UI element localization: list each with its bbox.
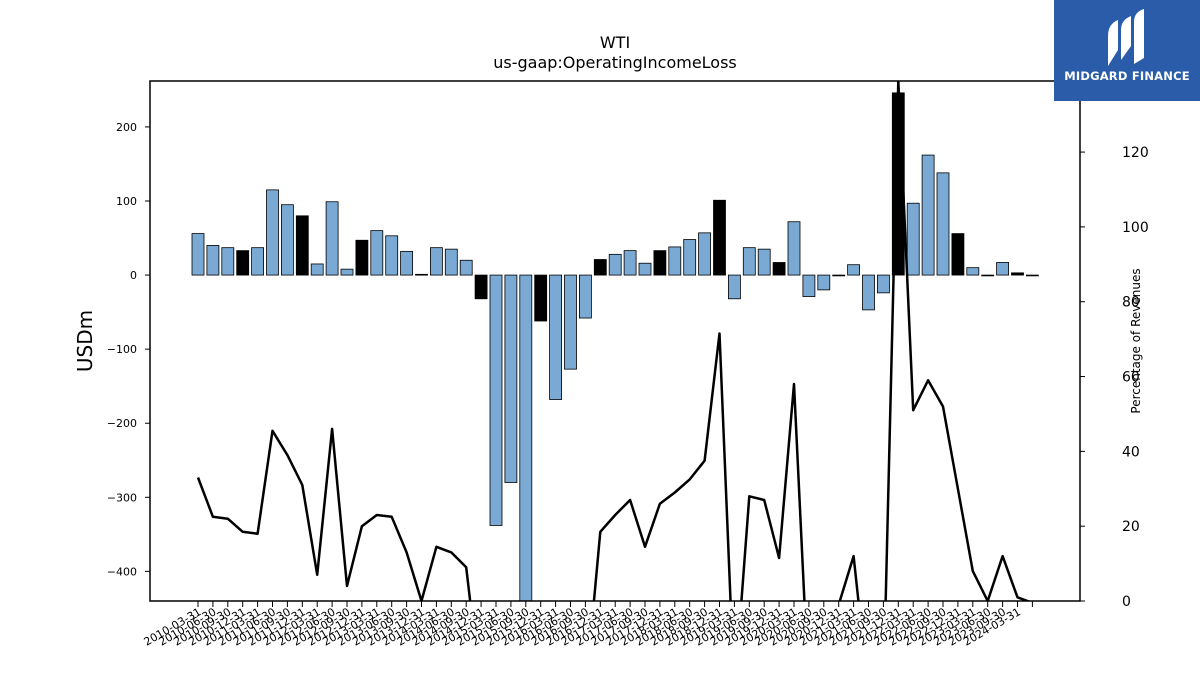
bar [370,230,384,276]
bar [400,250,414,276]
bar [951,233,965,276]
y2-tick-label: 80 [1122,295,1140,311]
bar [251,247,265,276]
bar [310,263,324,276]
bar [668,246,682,276]
bar [936,172,950,276]
brand-name: MIDGARD FINANCE [1064,69,1190,83]
brand-logo: MIDGARD FINANCE [1054,0,1200,101]
bar [1011,272,1024,276]
y-tick-label: 100 [116,195,137,208]
bar [325,201,339,276]
bar [579,274,592,319]
bar [415,273,428,276]
bar [429,247,443,276]
bar [877,274,890,294]
line-series [196,81,1031,601]
y-tick-label: 0 [130,269,137,282]
y2-axis-label: Percentage of Revenues [1129,268,1143,413]
chart-subtitle: us-gaap:OperatingIncomeLoss [493,53,737,72]
bar [519,274,533,601]
bar [713,199,726,276]
bar [728,274,741,300]
bar [444,248,458,276]
bar [847,264,860,276]
bar [1026,274,1039,277]
bar [504,274,518,483]
bar [906,202,920,276]
bar [295,215,309,276]
y-tick-label: −300 [107,491,137,504]
plot-frame [149,80,1081,602]
y-axis-label: USDm [73,310,97,372]
bar [385,235,399,276]
y-tick-label: −100 [107,343,137,356]
y2-tick-label: 100 [1122,220,1149,236]
y2-tick-label: 60 [1122,370,1140,386]
bar [206,245,220,276]
midgard-logo-icon [1108,9,1144,66]
bar [683,239,697,276]
bar [593,259,607,276]
bar [787,221,801,276]
y-axis-left: −400 −300 −200 −100 0 100 200 [107,121,150,578]
y2-tick-label: 40 [1122,444,1140,460]
bar [280,204,294,276]
bar [966,267,980,276]
line-path [196,81,1031,601]
x-axis: 2010-03-312010-06-302010-09-302010-12-31… [142,601,1033,649]
bar [459,259,473,276]
bar [221,247,235,276]
bar [608,253,622,276]
y2-tick-label: 0 [1122,594,1131,610]
chart-title: WTI [600,33,630,52]
bar [355,239,369,276]
bar [832,274,846,277]
bar [191,233,205,276]
bar [266,189,279,276]
bar [534,274,548,322]
bar [757,248,771,276]
bar [340,268,354,276]
bar [802,274,816,297]
bar [817,274,831,291]
bar [742,247,756,276]
y2-tick-label: 120 [1122,145,1149,161]
bar [772,262,786,276]
y-tick-label: −200 [107,417,137,430]
y2-tick-label: 20 [1122,519,1140,535]
bar [638,262,652,276]
bar [921,154,935,276]
y-tick-label: 200 [116,121,137,134]
bar [549,274,562,400]
bar [474,274,488,300]
bar [564,274,577,370]
bar [996,262,1009,276]
bar [623,250,637,276]
bar [862,274,875,311]
bar [698,232,711,276]
bar [236,250,250,276]
y-tick-label: −400 [107,565,137,578]
bar [489,274,503,526]
y-axis-right: 0 20 40 60 80 100 120 [1080,145,1149,610]
bar [981,274,995,277]
bar [653,250,667,276]
